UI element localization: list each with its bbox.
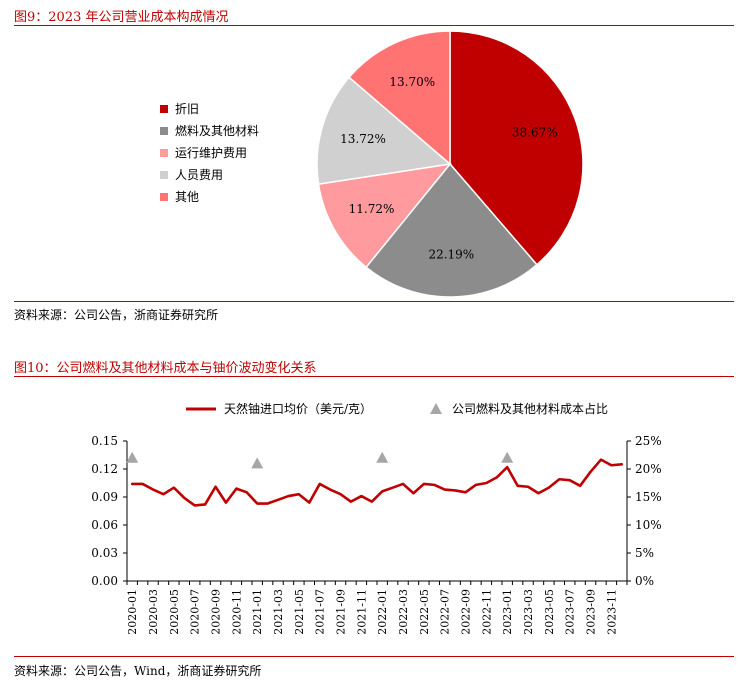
x-tick-label: 2020-05: [168, 589, 181, 635]
cost-share-marker: [251, 457, 264, 469]
x-tick-label: 2022-09: [460, 589, 473, 635]
x-tick-label: 2020-01: [126, 589, 139, 635]
figure-title: 图10：公司燃料及其他材料成本与铀价波动变化关系: [14, 361, 317, 376]
x-tick-label: 2021-03: [272, 589, 285, 635]
pie-slice: [317, 162, 452, 269]
x-tick-label: 2022-05: [418, 589, 431, 635]
x-tick-label: 2022-01: [376, 589, 389, 635]
x-tick-label: 2020-09: [210, 589, 223, 635]
right-tick-label: 15%: [635, 490, 662, 504]
legend-triangle-swatch: [430, 403, 442, 414]
legend-swatch: [160, 127, 168, 135]
slice-label: 11.72%: [349, 202, 395, 216]
pie-chart: 38.67% 22.19% 11.72% 13.72% 13.70% 折旧燃料及其他材料运…: [160, 30, 584, 298]
legend-label: 折旧: [175, 101, 199, 116]
legend-label: 其他: [175, 190, 199, 204]
cost-share-marker: [376, 451, 389, 463]
x-tick-label: 2023-05: [543, 589, 556, 635]
pie-slice: [348, 30, 451, 166]
left-tick-label: 0.03: [91, 546, 118, 560]
x-tick-label: 2021-01: [251, 589, 264, 635]
x-tick-label: 2021-05: [293, 589, 306, 635]
slice-label: 13.70%: [389, 75, 435, 89]
source-rule: [14, 301, 734, 302]
slice-label: 22.19%: [428, 247, 474, 261]
legend-swatch: [160, 171, 168, 179]
title-rule: [14, 25, 734, 26]
right-tick-label: 10%: [635, 518, 662, 532]
legend-label: 燃料及其他材料: [175, 123, 259, 138]
right-tick-label: 25%: [635, 434, 662, 448]
cost-share-marker: [501, 451, 514, 463]
source-note: 资料来源：公司公告，浙商证券研究所: [14, 308, 219, 322]
left-tick-label: 0.15: [91, 434, 118, 448]
legend-swatch: [160, 149, 168, 157]
legend-swatch: [160, 193, 168, 201]
left-tick-label: 0.09: [91, 490, 118, 504]
cost-share-marker: [126, 451, 139, 463]
left-tick-label: 0.00: [91, 574, 118, 588]
x-tick-label: 2021-11: [355, 589, 368, 635]
title-rule: [14, 376, 734, 377]
slice-label: 38.67%: [512, 125, 558, 139]
x-tick-label: 2022-07: [439, 589, 452, 635]
x-tick-label: 2020-11: [230, 589, 243, 635]
x-tick-label: 2022-03: [397, 589, 410, 635]
x-tick-label: 2022-11: [480, 589, 493, 635]
x-tick-label: 2023-09: [585, 589, 598, 635]
left-tick-label: 0.06: [91, 518, 118, 532]
x-tick-label: 2023-01: [501, 589, 514, 635]
right-tick-label: 5%: [635, 546, 654, 560]
right-tick-label: 20%: [635, 462, 662, 476]
x-tick-label: 2021-07: [314, 589, 327, 635]
x-tick-label: 2023-07: [564, 589, 577, 635]
source-rule: [14, 656, 734, 657]
legend-swatch: [160, 105, 168, 113]
x-tick-label: 2020-03: [147, 589, 160, 635]
x-tick-label: 2023-11: [605, 589, 618, 635]
legend-label: 天然铀进口均价（美元/克）: [224, 401, 372, 416]
legend-label: 人员费用: [175, 168, 223, 182]
line-chart: 0.00 0.03 0.06 0.09 0.12 0.15 0% 5% 10% 15% 20% 25%…: [91, 401, 662, 635]
right-tick-label: 0%: [635, 574, 654, 588]
x-tick-label: 2021-09: [335, 589, 348, 635]
pie-slice: [365, 162, 538, 298]
legend-label: 公司燃料及其他材料成本占比: [452, 401, 608, 416]
left-tick-label: 0.12: [91, 462, 118, 476]
slice-label: 13.72%: [340, 132, 386, 146]
pie-slice: [449, 30, 584, 266]
figure-title: 图9：2023 年公司营业成本构成情况: [14, 10, 229, 25]
source-note: 资料来源：公司公告，Wind，浙商证券研究所: [14, 664, 262, 678]
uranium-price-line: [130, 458, 624, 507]
pie-slice: [316, 76, 452, 185]
legend-label: 运行维护费用: [175, 146, 247, 160]
x-tick-label: 2023-03: [522, 589, 535, 635]
x-tick-label: 2020-07: [189, 589, 202, 635]
